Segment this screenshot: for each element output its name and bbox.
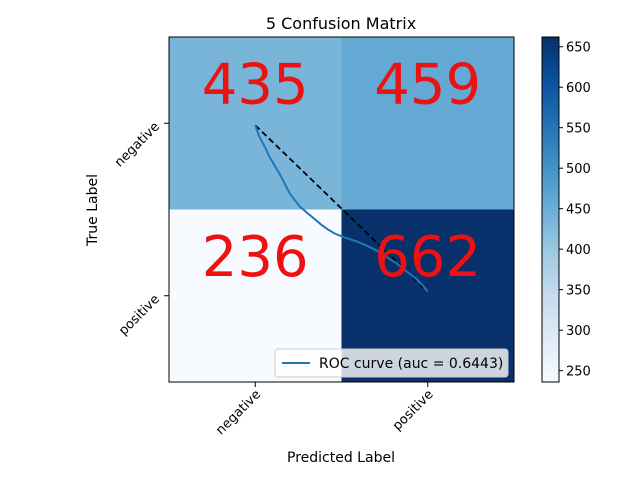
x-axis-ticks: negative positive: [213, 382, 437, 438]
colorbar: [541, 36, 560, 383]
heatmap-cell: [341, 37, 514, 210]
colorbar-tick-label: 250: [566, 365, 591, 380]
colorbar-tick-label: 600: [566, 81, 591, 96]
colorbar-tick-label: 500: [566, 162, 591, 177]
cell-value-label: 662: [374, 225, 481, 290]
cell-value-label: 236: [202, 225, 309, 290]
legend-roc-label: ROC curve (auc = 0.6443): [319, 356, 503, 372]
legend-box: [274, 348, 509, 378]
cell-value-label: 435: [202, 52, 309, 117]
plot-frame: [168, 36, 515, 383]
y-axis-ticks: negative positive: [112, 119, 169, 339]
x-axis-label: Predicted Label: [287, 450, 395, 466]
x-tick-label: negative: [213, 387, 264, 438]
cell-value-label: 459: [374, 52, 481, 117]
x-tick-label: positive: [390, 387, 437, 434]
y-tick-label: negative: [112, 119, 163, 170]
colorbar-ticks: 250 300 350 400 450 500 550 600 650: [559, 41, 591, 380]
y-axis-label: True Label: [85, 174, 101, 247]
colorbar-tick-label: 650: [566, 41, 591, 56]
colorbar-tick-label: 450: [566, 203, 591, 218]
cell-value-labels: 435 459 236 662: [202, 52, 481, 290]
chart-title: 5 Confusion Matrix: [266, 14, 416, 33]
legend: ROC curve (auc = 0.6443): [274, 348, 509, 378]
colorbar-tick-label: 300: [566, 324, 591, 339]
colorbar-tick-label: 400: [566, 243, 591, 258]
y-tick-label: positive: [116, 292, 163, 339]
roc-curve: [254, 124, 429, 293]
roc-overlay: [254, 124, 429, 293]
colorbar-tick-label: 550: [566, 122, 591, 137]
colorbar-tick-label: 350: [566, 284, 591, 299]
